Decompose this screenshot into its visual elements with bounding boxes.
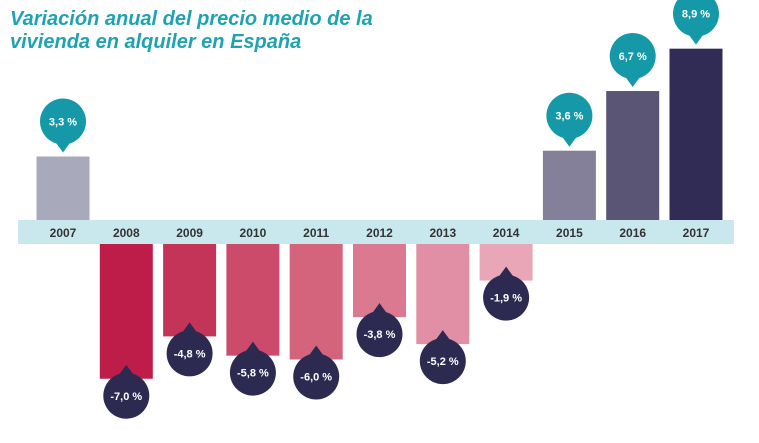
tick-label-2011: 2011	[303, 226, 329, 240]
callout-bubble	[609, 33, 656, 80]
value-callout-2014: -1,9 %	[483, 266, 530, 321]
value-callout-2016: 6,7 %	[609, 33, 656, 88]
data-label-2015: 3,6 %	[555, 111, 583, 123]
callout-pointer	[308, 345, 325, 357]
data-label-2009: -4,8 %	[174, 348, 206, 360]
callout-bubble	[673, 0, 719, 37]
value-callout-2007: 3,3 %	[40, 98, 86, 153]
callout-pointer	[561, 135, 578, 147]
value-labels-group: 3,3 % -7,0 % -4,8 % -5,8 % -6,0 % -3,8 % -5,2 …	[40, 0, 719, 419]
bar-2009	[163, 244, 217, 337]
chart-title-line-1: Variación anual del precio medio de la	[10, 8, 373, 30]
tick-label-2017: 2017	[683, 226, 710, 240]
value-callout-2008: -7,0 %	[103, 364, 150, 419]
callout-bubble	[229, 349, 276, 396]
tick-label-2009: 2009	[176, 226, 203, 240]
bar-2011	[289, 244, 343, 360]
data-label-2010: -5,8 %	[237, 368, 269, 380]
callout-pointer	[498, 266, 515, 278]
data-label-2013: -5,2 %	[427, 356, 459, 368]
tick-label-2007: 2007	[50, 226, 77, 240]
data-label-2012: -3,8 %	[364, 329, 396, 341]
data-label-2007: 3,3 %	[49, 116, 77, 128]
tick-label-2016: 2016	[619, 226, 646, 240]
data-label-2008: -7,0 %	[110, 391, 142, 403]
bar-2010	[226, 244, 280, 356]
callout-pointer	[244, 341, 261, 353]
value-callout-2010: -5,8 %	[229, 341, 276, 396]
value-callout-2012: -3,8 %	[356, 303, 403, 358]
data-label-2011: -6,0 %	[300, 372, 332, 384]
bars-group	[36, 48, 723, 379]
callout-pointer	[688, 33, 704, 45]
tick-label-2010: 2010	[240, 226, 267, 240]
callout-bubble	[356, 311, 403, 358]
value-callout-2013: -5,2 %	[419, 330, 466, 385]
bar-2015	[542, 150, 596, 220]
value-callout-2015: 3,6 %	[546, 92, 593, 147]
data-label-2014: -1,9 %	[490, 293, 522, 305]
callout-bubble	[166, 330, 213, 377]
tick-label-2013: 2013	[429, 226, 456, 240]
callout-bubble	[546, 92, 593, 139]
callout-bubble	[483, 274, 530, 321]
data-label-2016: 6,7 %	[619, 51, 647, 63]
value-callout-2017: 8,9 %	[673, 0, 719, 45]
callout-bubble	[40, 98, 86, 145]
bar-2008	[99, 244, 153, 379]
axis-band	[18, 220, 734, 244]
callout-pointer	[55, 141, 71, 153]
chart-title-line-2: vivienda en alquiler en España	[10, 31, 302, 53]
chart-title: Variación anual del precio medio de la v…	[10, 8, 610, 54]
bar-2017	[669, 48, 723, 220]
bar-2016	[606, 91, 660, 221]
callout-pointer	[181, 322, 198, 334]
callout-bubble	[103, 372, 150, 419]
tick-label-2015: 2015	[556, 226, 583, 240]
callout-pointer	[434, 330, 451, 342]
bar-2007	[36, 156, 90, 220]
callout-bubble	[419, 338, 466, 385]
tick-labels-group: 2007 2008 2009 2010 2011 2012 2013 2014 2015 2016…	[50, 226, 710, 240]
value-callout-2011: -6,0 %	[293, 345, 340, 400]
callout-pointer	[118, 364, 135, 376]
bar-2013	[416, 244, 470, 345]
callout-pointer	[371, 303, 388, 315]
data-label-2017: 8,9 %	[682, 9, 710, 21]
value-callout-2009: -4,8 %	[166, 322, 213, 377]
tick-label-2008: 2008	[113, 226, 140, 240]
callout-bubble	[293, 353, 340, 400]
callout-pointer	[624, 76, 641, 88]
tick-label-2012: 2012	[366, 226, 393, 240]
tick-label-2014: 2014	[493, 226, 520, 240]
